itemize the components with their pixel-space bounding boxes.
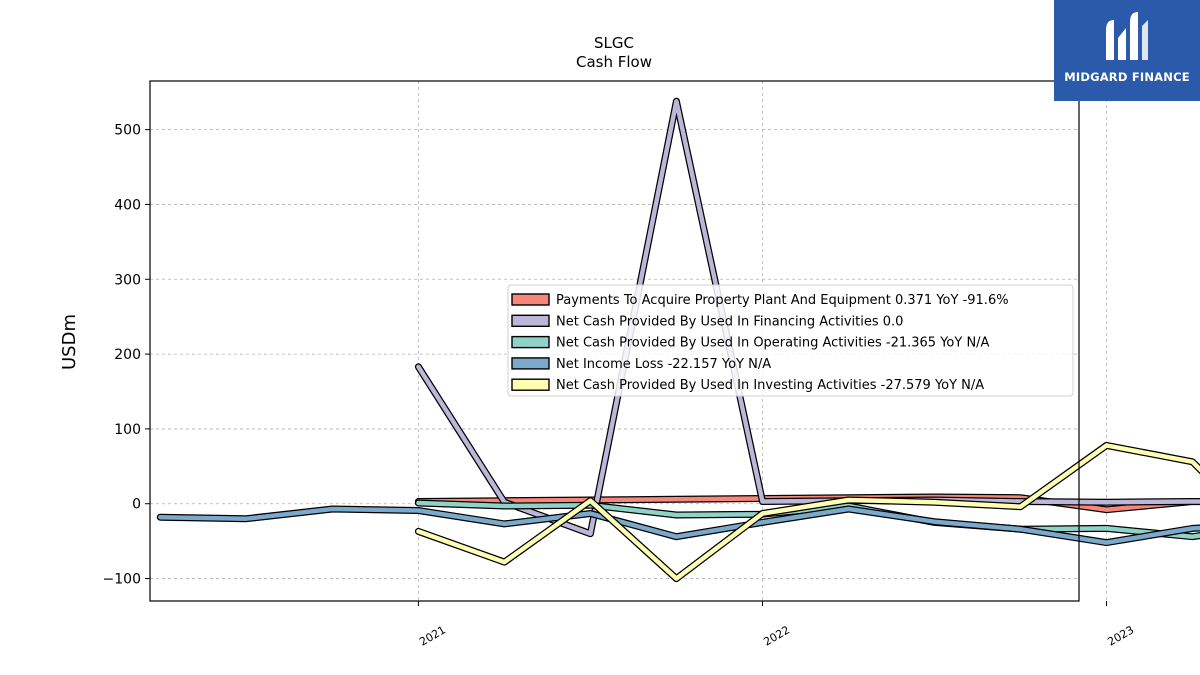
chart-title: SLGC <box>594 34 634 52</box>
legend-box <box>507 284 1074 397</box>
legend-label: Net Cash Provided By Used In Financing A… <box>556 314 903 329</box>
series-lines <box>156 97 1200 583</box>
legend-swatch <box>511 378 550 391</box>
y-tick-label: 500 <box>114 123 141 139</box>
x-tick-label: 2023 <box>1105 623 1136 648</box>
plot-area-frame <box>149 80 1080 602</box>
y-tick-label: 400 <box>114 197 141 213</box>
y-tick-label: 300 <box>114 272 141 288</box>
series-line-net-cash-provided-by-used-in-investing-activities <box>416 443 1200 581</box>
midgard-logo-icon <box>1106 12 1148 60</box>
y-tick-label: 200 <box>114 347 141 363</box>
x-tick-label: 2022 <box>761 623 792 648</box>
chart-subtitle: Cash Flow <box>576 53 652 71</box>
legend-label: Net Cash Provided By Used In Investing A… <box>556 378 984 393</box>
legend-swatch <box>511 293 550 306</box>
legend-label: Net Cash Provided By Used In Operating A… <box>556 336 990 351</box>
y-tick-label: −100 <box>103 572 141 588</box>
x-tick-label: 2021 <box>417 623 448 648</box>
series-line-net-income-loss <box>158 506 1200 545</box>
legend-swatch <box>511 335 550 349</box>
y-tick-label: 0 <box>132 497 141 513</box>
legend-swatch <box>511 357 550 370</box>
legend-swatch <box>511 314 550 327</box>
y-tick-label: 100 <box>114 422 141 438</box>
midgard-finance-logo: MIDGARD FINANCE <box>1054 0 1200 101</box>
legend-label: Payments To Acquire Property Plant And E… <box>556 293 1009 308</box>
legend-label: Net Income Loss -22.157 YoY N/A <box>556 357 771 372</box>
y-axis-ticks: −100 0 100 200 300 400 500 <box>103 123 150 588</box>
y-axis-label: USDm <box>59 314 80 370</box>
x-axis-ticks: 2021 2022 2023 <box>417 601 1136 649</box>
logo-text: MIDGARD FINANCE <box>1064 70 1190 84</box>
legend: Payments To Acquire Property Plant And E… <box>507 284 1074 397</box>
